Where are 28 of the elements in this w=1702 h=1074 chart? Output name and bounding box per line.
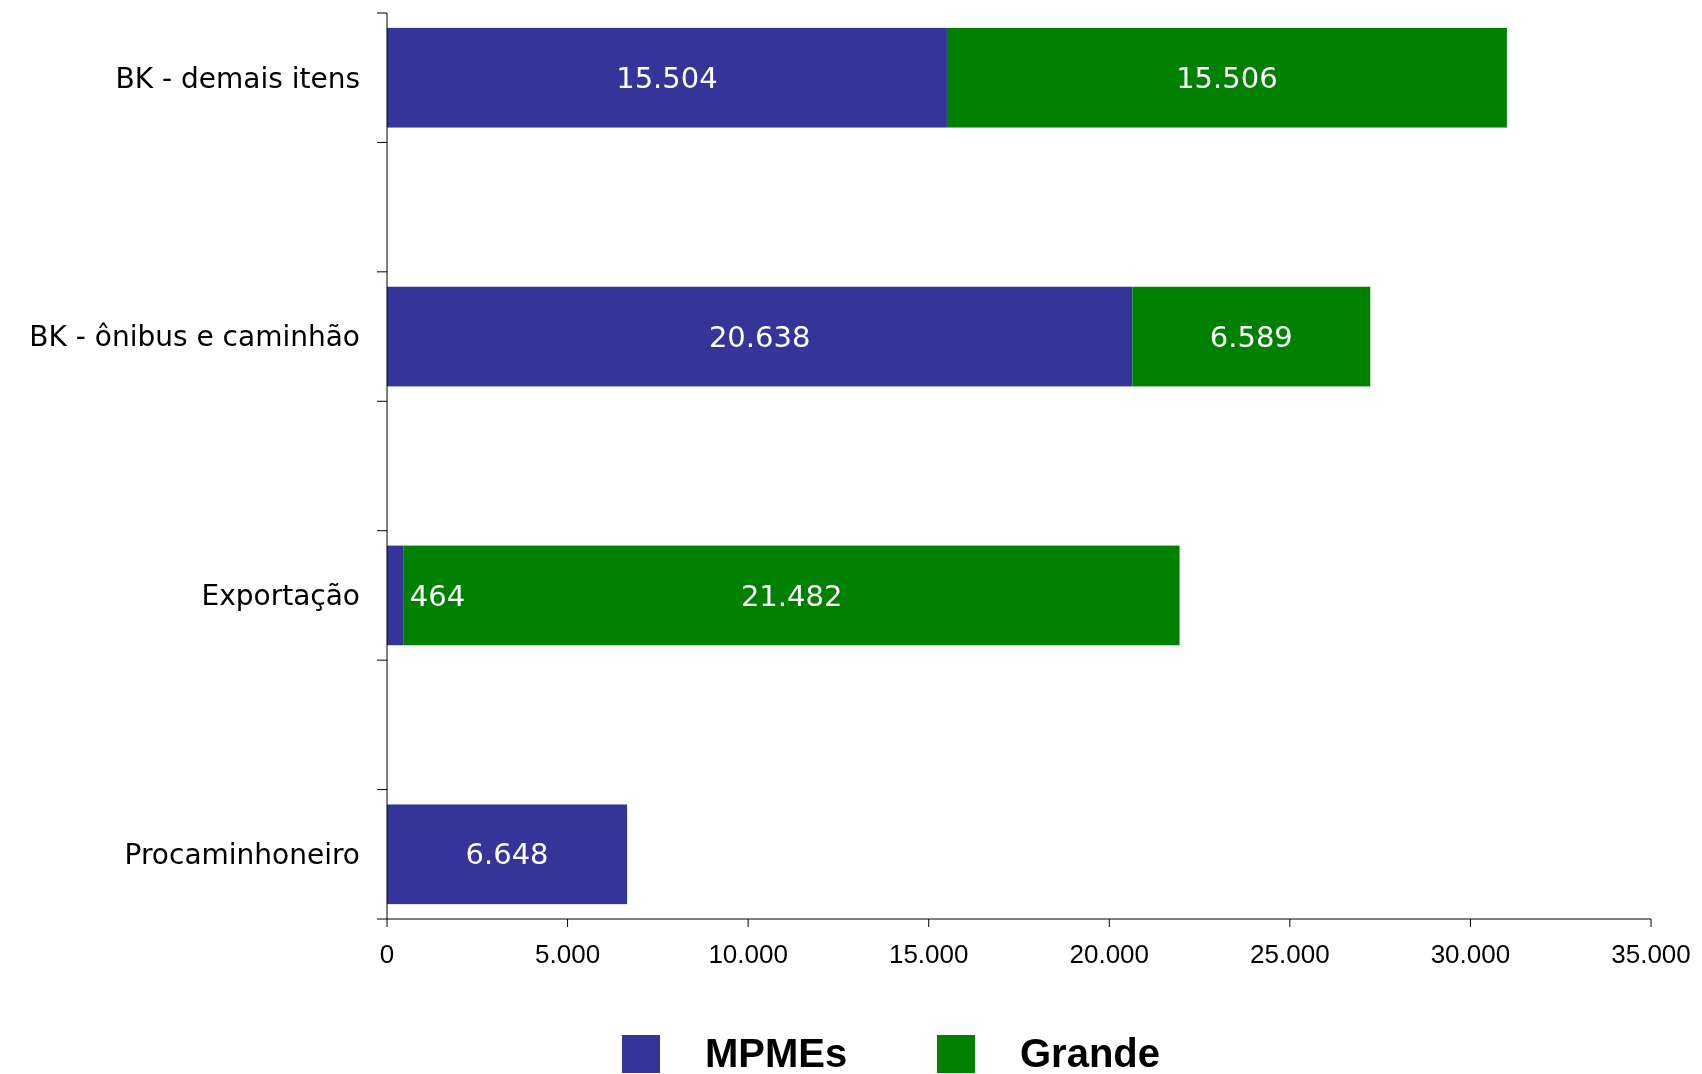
x-tick-label: 0: [379, 939, 395, 969]
legend-label: Grande: [1020, 1031, 1161, 1074]
data-label: 464: [409, 578, 466, 613]
bar: [1132, 286, 1371, 387]
x-tick-label: 30.000: [1430, 939, 1511, 969]
y-tick-label: BK - demais itens: [115, 61, 360, 95]
bar: [387, 545, 404, 646]
bar: [387, 804, 628, 905]
data-label: 6.589: [1209, 319, 1293, 354]
bar: [946, 27, 1507, 128]
data-label: 20.638: [708, 319, 811, 354]
x-tick-label: 20.000: [1069, 939, 1150, 969]
legend-label: MPMEs: [705, 1031, 848, 1074]
x-tick-label: 15.000: [888, 939, 969, 969]
y-tick-label: Procaminhoneiro: [124, 838, 360, 872]
bar: [387, 286, 1133, 387]
x-tick-label: 35.000: [1611, 939, 1691, 969]
data-label: 15.504: [616, 60, 718, 95]
x-tick-label: 5.000: [535, 939, 601, 969]
x-tick-label: 25.000: [1250, 939, 1330, 969]
x-tick-label: 10.000: [708, 939, 788, 969]
bar: [403, 545, 1180, 646]
data-label: 15.506: [1176, 60, 1278, 95]
y-tick-label: BK - ônibus e caminhão: [29, 320, 360, 354]
data-label: 6.648: [465, 837, 549, 872]
bar: [387, 27, 947, 128]
data-label: 21.482: [740, 578, 843, 613]
y-tick-label: Exportação: [201, 579, 360, 613]
